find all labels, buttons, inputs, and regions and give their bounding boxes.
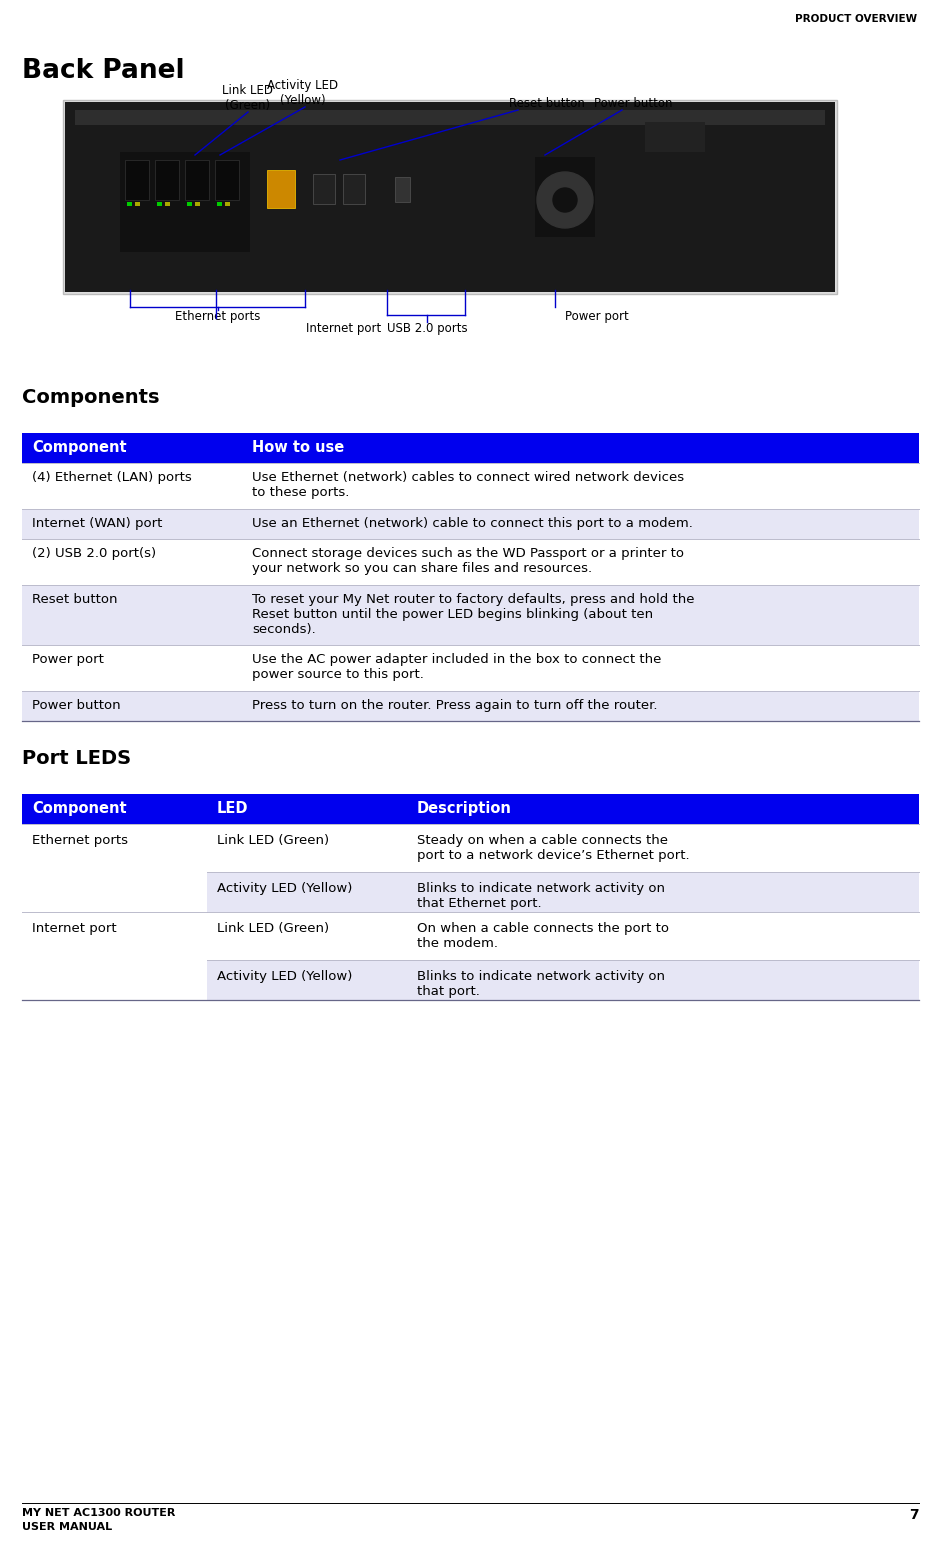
- Text: Reset button: Reset button: [32, 593, 117, 605]
- Text: Activity LED (Yellow): Activity LED (Yellow): [217, 970, 352, 984]
- Text: Internet port: Internet port: [32, 922, 116, 936]
- Text: PRODUCT OVERVIEW: PRODUCT OVERVIEW: [795, 14, 917, 25]
- Text: Back Panel: Back Panel: [22, 59, 185, 83]
- Bar: [125, 161, 149, 201]
- Bar: [155, 161, 179, 201]
- Bar: [22, 960, 919, 1001]
- Text: Power port: Power port: [565, 310, 629, 323]
- Bar: [217, 202, 222, 205]
- Text: Power button: Power button: [594, 97, 672, 110]
- Text: (2) USB 2.0 port(s): (2) USB 2.0 port(s): [32, 547, 156, 560]
- Bar: [22, 539, 919, 585]
- Text: Ethernet ports: Ethernet ports: [32, 834, 128, 848]
- Circle shape: [537, 171, 593, 229]
- Bar: [313, 174, 335, 204]
- Text: Component: Component: [32, 440, 127, 455]
- Text: Link LED
(Green): Link LED (Green): [223, 83, 273, 113]
- Text: Press to turn on the router. Press again to turn off the router.: Press to turn on the router. Press again…: [252, 699, 657, 712]
- Text: Blinks to indicate network activity on
that Ethernet port.: Blinks to indicate network activity on t…: [417, 882, 665, 909]
- Text: USB 2.0 ports: USB 2.0 ports: [387, 323, 468, 335]
- Text: Internet port: Internet port: [306, 323, 381, 335]
- Text: Connect storage devices such as the WD Passport or a printer to
your network so : Connect storage devices such as the WD P…: [252, 547, 684, 574]
- Text: Reset button: Reset button: [509, 97, 585, 110]
- Bar: [120, 151, 250, 252]
- Bar: [225, 202, 230, 205]
- Bar: [267, 170, 295, 208]
- Text: Blinks to indicate network activity on
that port.: Blinks to indicate network activity on t…: [417, 970, 665, 997]
- Bar: [22, 913, 919, 960]
- Bar: [75, 110, 825, 125]
- Bar: [22, 824, 919, 872]
- Bar: [22, 645, 919, 692]
- Text: Link LED (Green): Link LED (Green): [217, 922, 330, 936]
- Bar: [207, 960, 919, 1001]
- Text: USER MANUAL: USER MANUAL: [22, 1522, 112, 1532]
- Bar: [22, 585, 919, 645]
- Circle shape: [553, 188, 577, 212]
- Bar: [157, 202, 162, 205]
- Text: Ethernet ports: Ethernet ports: [176, 310, 261, 323]
- Bar: [135, 202, 140, 205]
- Text: Link LED (Green): Link LED (Green): [217, 834, 330, 848]
- Bar: [22, 510, 919, 539]
- Text: Power port: Power port: [32, 653, 104, 665]
- Text: To reset your My Net router to factory defaults, press and hold the
Reset button: To reset your My Net router to factory d…: [252, 593, 695, 636]
- Bar: [343, 174, 365, 204]
- Text: How to use: How to use: [252, 440, 345, 455]
- Text: Activity LED (Yellow): Activity LED (Yellow): [217, 882, 352, 896]
- Bar: [395, 178, 410, 202]
- Bar: [207, 872, 919, 913]
- Text: Activity LED
(Yellow): Activity LED (Yellow): [268, 79, 339, 107]
- Bar: [22, 794, 919, 824]
- Bar: [187, 202, 192, 205]
- Bar: [645, 122, 705, 151]
- Bar: [63, 100, 837, 293]
- Text: (4) Ethernet (LAN) ports: (4) Ethernet (LAN) ports: [32, 471, 192, 483]
- Bar: [265, 167, 297, 222]
- Text: Use an Ethernet (network) cable to connect this port to a modem.: Use an Ethernet (network) cable to conne…: [252, 517, 693, 530]
- Text: Description: Description: [417, 801, 512, 815]
- Text: Components: Components: [22, 388, 160, 408]
- Bar: [215, 161, 239, 201]
- Bar: [22, 432, 919, 463]
- Text: LED: LED: [217, 801, 249, 815]
- Text: Component: Component: [32, 801, 127, 815]
- Bar: [22, 872, 919, 913]
- Text: Power button: Power button: [32, 699, 120, 712]
- Text: Use the AC power adapter included in the box to connect the
power source to this: Use the AC power adapter included in the…: [252, 653, 661, 681]
- Bar: [65, 102, 835, 292]
- Bar: [127, 202, 132, 205]
- Bar: [185, 161, 209, 201]
- Text: MY NET AC1300 ROUTER: MY NET AC1300 ROUTER: [22, 1508, 176, 1518]
- Text: On when a cable connects the port to
the modem.: On when a cable connects the port to the…: [417, 922, 669, 950]
- Text: Steady on when a cable connects the
port to a network device’s Ethernet port.: Steady on when a cable connects the port…: [417, 834, 689, 862]
- Bar: [195, 202, 200, 205]
- Bar: [22, 692, 919, 721]
- Bar: [22, 463, 919, 510]
- Text: 7: 7: [909, 1508, 919, 1522]
- Bar: [535, 157, 595, 236]
- Bar: [165, 202, 170, 205]
- Text: Internet (WAN) port: Internet (WAN) port: [32, 517, 162, 530]
- Text: Port LEDS: Port LEDS: [22, 749, 131, 767]
- Text: Use Ethernet (network) cables to connect wired network devices
to these ports.: Use Ethernet (network) cables to connect…: [252, 471, 685, 499]
